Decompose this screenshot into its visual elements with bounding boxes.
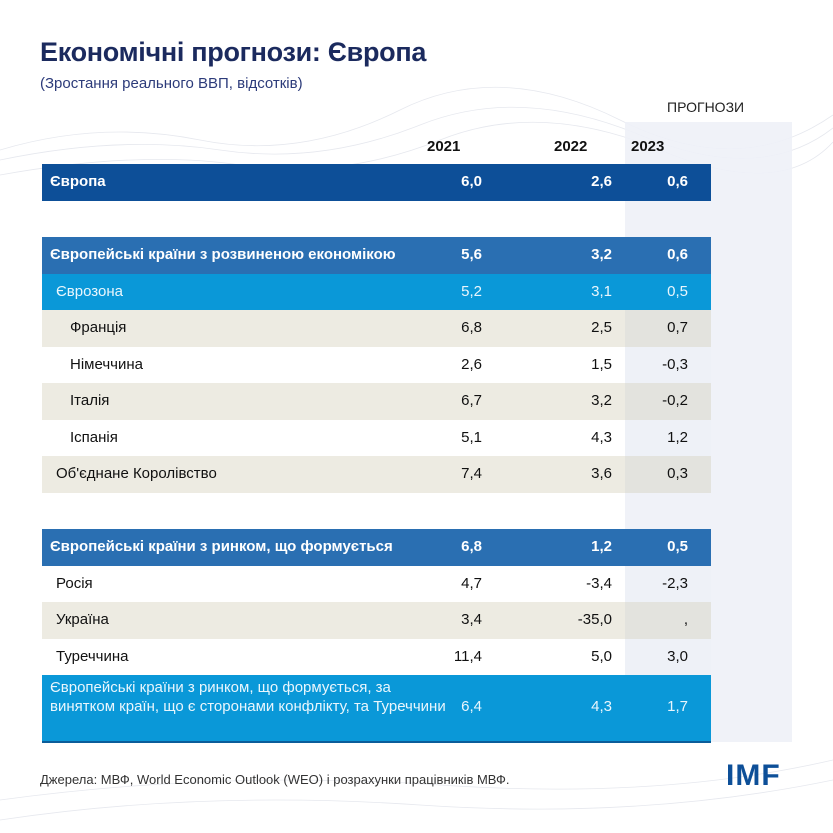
table-row-germany: Німеччина 2,6 1,5 -0,3 — [42, 346, 711, 383]
table-row-advanced-economies: Європейські країни з розвиненою економік… — [42, 237, 711, 274]
cell-2022: -3,4 — [586, 574, 612, 592]
cell-2023: , — [683, 611, 688, 628]
cell-2023: -0,2 — [662, 392, 688, 409]
cell-2021: 6,0 — [461, 173, 482, 190]
row-label: Італія — [70, 392, 110, 409]
cell-2023: 3,0 — [667, 647, 688, 665]
cell-2021: 5,1 — [461, 428, 482, 446]
row-label: Німеччина — [70, 355, 143, 373]
page-subtitle: (Зростання реального ВВП, відсотків) — [40, 75, 303, 92]
forecast-cell-bg — [625, 346, 711, 383]
row-label: Іспанія — [70, 428, 118, 446]
row-label: Україна — [56, 611, 109, 628]
forecast-cell-bg — [625, 310, 711, 347]
row-label: Франція — [70, 319, 127, 336]
cell-2022: 2,6 — [591, 173, 612, 190]
row-label: Європейські країни з ринком, що формуєть… — [50, 538, 393, 555]
cell-2023: 0,7 — [667, 319, 688, 336]
table-spacer — [42, 201, 711, 238]
table-row-europe: Європа 6,0 2,6 0,6 — [42, 164, 711, 201]
table-row-turkey: Туреччина 11,4 5,0 3,0 — [42, 638, 711, 675]
table-row-italy: Італія 6,7 3,2 -0,2 — [42, 383, 711, 420]
forecast-cell-bg — [625, 565, 711, 602]
cell-2023: -2,3 — [662, 574, 688, 592]
cell-2023: 0,6 — [667, 246, 688, 263]
table-row-united-kingdom: Об'єднане Королівство 7,4 3,6 0,3 — [42, 456, 711, 493]
forecast-cell-bg — [625, 638, 711, 675]
table-row-emerging-excl-conflict-turkey: Європейські країни з ринком, що формуєть… — [42, 675, 711, 743]
cell-2023: 0,5 — [667, 282, 688, 300]
forecast-cell-bg — [625, 602, 711, 639]
cell-2022: 2,5 — [591, 319, 612, 336]
row-label: Європейські країни з ринком, що формуєть… — [50, 679, 446, 715]
forecast-label: ПРОГНОЗИ — [667, 99, 745, 115]
cell-2021: 11,4 — [453, 647, 482, 665]
cell-2021: 5,2 — [461, 282, 482, 300]
cell-2021: 7,4 — [461, 465, 482, 482]
cell-2022: 4,3 — [591, 698, 612, 715]
forecast-cell-bg — [625, 383, 711, 420]
cell-2022: 1,5 — [591, 355, 612, 373]
cell-2021: 3,4 — [461, 611, 482, 628]
forecast-cell-bg — [625, 419, 711, 456]
table-row-russia: Росія 4,7 -3,4 -2,3 — [42, 565, 711, 602]
table-row-spain: Іспанія 5,1 4,3 1,2 — [42, 419, 711, 456]
cell-2022: 3,6 — [591, 465, 612, 482]
cell-2022: 3,2 — [591, 392, 612, 409]
gdp-forecast-table: 2021 2022 2023 Європа 6,0 2,6 0,6 Європе… — [42, 130, 711, 743]
cell-2022: -35,0 — [577, 611, 612, 628]
cell-2023: -0,3 — [662, 355, 688, 373]
cell-2021: 4,7 — [461, 574, 482, 592]
cell-2022: 5,0 — [591, 647, 612, 665]
row-label: Європейські країни з розвиненою економік… — [50, 246, 396, 263]
table-row-emerging-economies: Європейські країни з ринком, що формуєть… — [42, 529, 711, 566]
row-label: Об'єднане Королівство — [56, 465, 217, 482]
cell-2023: 1,7 — [667, 698, 688, 715]
table-header-row: 2021 2022 2023 — [42, 130, 711, 164]
imf-logo: IMF — [726, 759, 781, 792]
column-header-2022: 2022 — [554, 138, 588, 155]
row-label: Росія — [56, 574, 93, 592]
row-label: Туреччина — [56, 647, 129, 665]
cell-2022: 3,2 — [591, 246, 612, 263]
cell-2023: 0,6 — [667, 173, 688, 190]
cell-2023: 1,2 — [667, 428, 688, 446]
cell-2023: 0,3 — [667, 465, 688, 482]
cell-2021: 2,6 — [461, 355, 482, 373]
cell-2022: 1,2 — [591, 538, 612, 555]
column-header-2023: 2023 — [631, 138, 665, 155]
column-header-2021: 2021 — [427, 138, 461, 155]
table-row-euro-area: Єврозона 5,2 3,1 0,5 — [42, 273, 711, 310]
cell-2021: 6,8 — [461, 538, 482, 555]
table-row-ukraine: Україна 3,4 -35,0 , — [42, 602, 711, 639]
row-label: Єврозона — [56, 282, 123, 300]
cell-2023: 0,5 — [667, 538, 688, 555]
cell-2022: 4,3 — [591, 428, 612, 446]
cell-2021: 6,4 — [461, 698, 482, 715]
cell-2021: 6,8 — [461, 319, 482, 336]
table-row-france: Франція 6,8 2,5 0,7 — [42, 310, 711, 347]
forecast-cell-bg — [625, 456, 711, 493]
row-label: Європа — [50, 173, 106, 190]
cell-2022: 3,1 — [591, 282, 612, 300]
cell-2021: 5,6 — [461, 246, 482, 263]
source-note: Джерела: МВФ, World Economic Outlook (WE… — [40, 772, 510, 787]
page-title: Економічні прогнози: Європа — [40, 37, 427, 67]
cell-2021: 6,7 — [461, 392, 482, 409]
table-spacer — [42, 493, 711, 530]
